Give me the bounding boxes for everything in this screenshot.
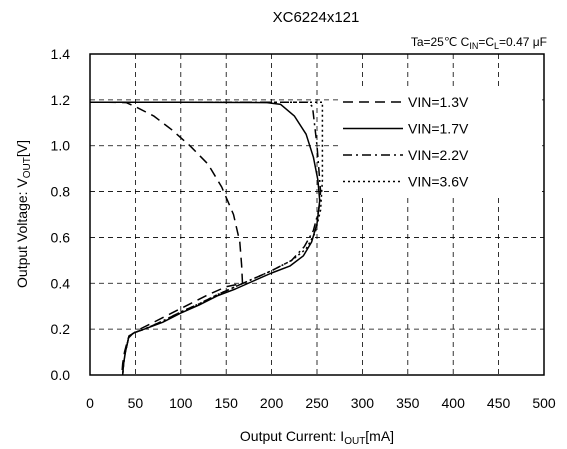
legend-background: [338, 90, 542, 194]
series-group: [90, 101, 324, 376]
y-axis-label-sub: OUT: [22, 157, 33, 178]
x-tick-label: 350: [396, 395, 420, 411]
series-line: [90, 101, 244, 376]
conditions-ta: Ta=25℃: [411, 35, 458, 49]
conditions-cl: =C: [478, 35, 494, 49]
x-tick-label: 300: [351, 395, 375, 411]
y-axis-label: Output Voltage: VOUT[V]: [14, 140, 33, 288]
y-tick-label: 0.8: [51, 184, 71, 200]
legend-label: VIN=2.2V: [408, 147, 469, 163]
series-line: [90, 101, 321, 376]
legend-label: VIN=3.6V: [408, 174, 469, 190]
legend-label: VIN=1.3V: [408, 94, 469, 110]
series-line: [90, 101, 324, 376]
conditions-value: =0.47 μF: [499, 35, 547, 49]
y-tick-label: 0.2: [51, 321, 71, 337]
x-tick-label: 400: [442, 395, 466, 411]
x-axis-label-main: Output Current: I: [240, 428, 344, 444]
x-axis-label-tail: [mA]: [365, 428, 394, 444]
y-tick-label: 0.4: [51, 275, 71, 291]
plot-frame: [89, 53, 545, 376]
y-tick-label: 0.6: [51, 229, 71, 245]
conditions-cin: C: [461, 35, 470, 49]
legend-label: VIN=1.7V: [408, 121, 469, 137]
legend: VIN=1.3V VIN=1.7V VIN=2.2V VIN=3.6V: [343, 94, 469, 190]
x-tick-label: 500: [532, 395, 556, 411]
x-tick-label: 100: [169, 395, 193, 411]
x-tick-label: 250: [305, 395, 329, 411]
conditions-cl-sub: L: [494, 41, 499, 51]
y-tick-labels: 0.0 0.2 0.4 0.6 0.8 1.0 1.2 1.4: [51, 46, 71, 383]
y-tick-label: 1.2: [51, 92, 71, 108]
conditions-label: Ta=25℃ CIN=CL=0.47 μF: [411, 35, 547, 51]
chart-title: XC6224x121: [273, 9, 360, 26]
x-tick-label: 200: [260, 395, 284, 411]
y-tick-label: 1.4: [51, 46, 71, 62]
x-tick-label: 50: [128, 395, 144, 411]
conditions-cin-sub: IN: [469, 41, 478, 51]
x-axis-label-sub: OUT: [344, 436, 365, 447]
series-line: [90, 101, 322, 376]
y-axis-label-main: Output Voltage: V: [14, 178, 30, 288]
x-tick-labels: 0 50 100 150 200 250 300 350 400 450 500: [86, 395, 556, 411]
x-tick-label: 0: [86, 395, 94, 411]
y-tick-label: 0.0: [51, 367, 71, 383]
x-tick-label: 150: [215, 395, 239, 411]
y-axis-label-tail: [V]: [14, 140, 30, 157]
y-tick-label: 1.0: [51, 138, 71, 154]
x-tick-label: 450: [487, 395, 511, 411]
x-axis-label: Output Current: IOUT[mA]: [240, 428, 394, 447]
